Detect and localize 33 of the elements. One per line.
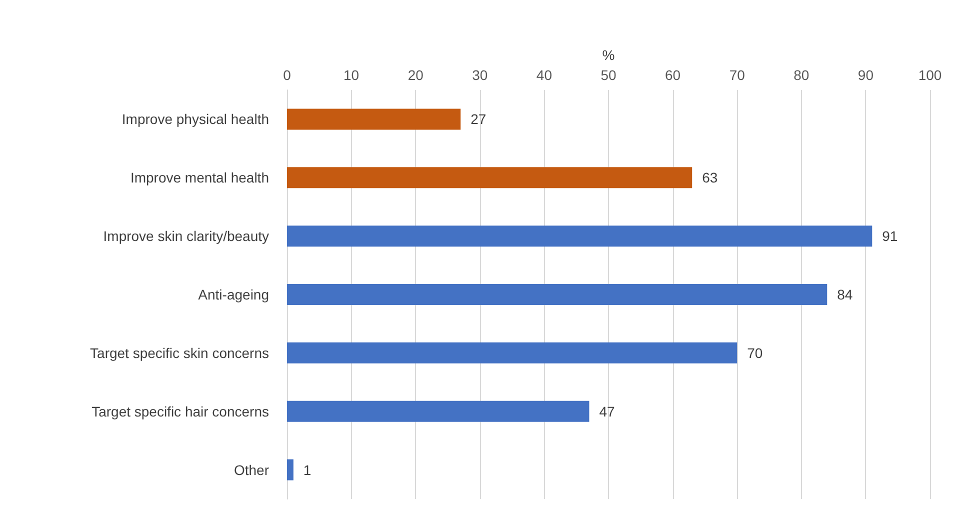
y-tick-label: Target specific skin concerns [90,344,269,361]
x-tick-label: 20 [408,67,424,83]
data-label: 70 [747,344,763,361]
bar [287,400,590,422]
bar [287,459,294,480]
bar [287,108,461,130]
y-tick-label: Anti-ageing [198,286,269,302]
y-tick-label: Improve physical health [122,111,269,128]
x-axis-title: % [602,47,615,63]
x-tick-label: 30 [472,67,488,83]
x-tick-label: 100 [918,67,942,83]
x-tick-label: 50 [600,67,616,83]
data-label: 27 [470,111,486,128]
x-tick-label: 0 [283,67,292,83]
data-label: 47 [599,403,615,420]
data-label: 91 [882,228,898,244]
data-label: 63 [702,170,718,186]
bar [287,167,692,188]
x-tick-label: 40 [536,67,552,83]
bar [287,342,738,364]
x-tick-label: 60 [665,67,681,83]
x-tick-label: 80 [794,67,810,83]
x-tick-label: 70 [729,67,746,83]
y-tick-label: Other [234,462,270,478]
y-tick-label: Target specific hair concerns [92,403,269,420]
x-tick-label: 10 [344,67,360,83]
data-label: 1 [303,462,312,478]
data-label: 84 [837,286,853,302]
bar [287,226,872,247]
y-tick-label: Improve mental health [130,170,269,186]
y-tick-label: Improve skin clarity/beauty [103,228,269,244]
bar [287,284,828,305]
x-tick-label: 90 [858,67,874,83]
